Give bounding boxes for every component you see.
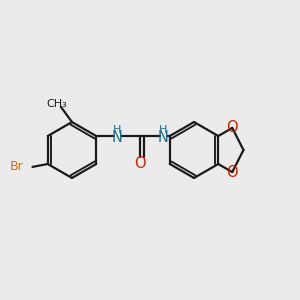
Text: Br: Br — [9, 160, 23, 173]
Text: CH₃: CH₃ — [46, 99, 67, 109]
Text: N: N — [112, 130, 123, 145]
Text: H: H — [113, 124, 122, 134]
Text: O: O — [226, 165, 238, 180]
Text: O: O — [135, 156, 146, 171]
Text: H: H — [159, 124, 167, 134]
Text: N: N — [158, 130, 169, 145]
Text: O: O — [226, 120, 238, 135]
